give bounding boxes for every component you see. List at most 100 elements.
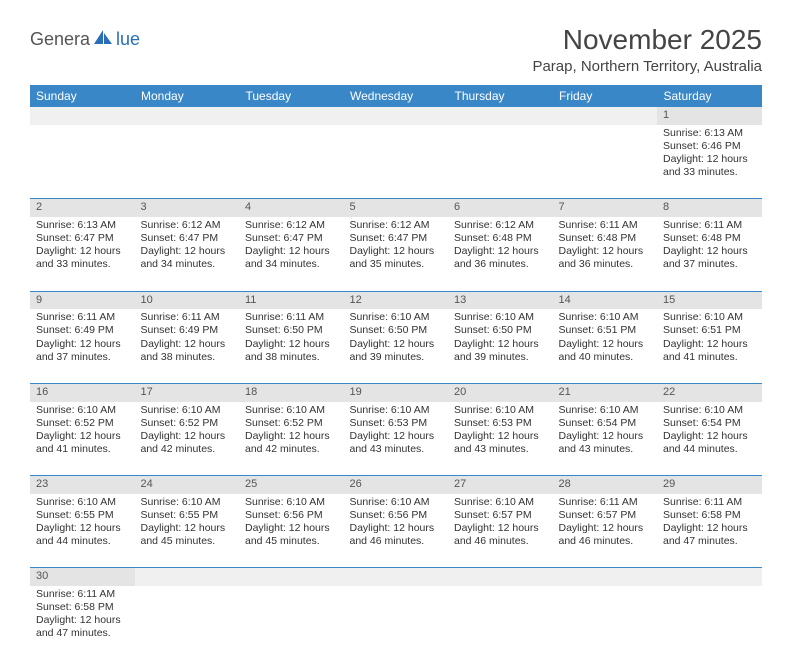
day-number: 16 — [30, 383, 135, 401]
day-info-line: Daylight: 12 hours — [245, 430, 338, 443]
day-info-line: and 41 minutes. — [663, 351, 756, 364]
content-row: Sunrise: 6:13 AMSunset: 6:46 PMDaylight:… — [30, 125, 762, 199]
day-cell — [344, 586, 449, 660]
day-info-line: and 42 minutes. — [141, 443, 234, 456]
day-cell — [344, 125, 449, 199]
day-info-line: Daylight: 12 hours — [454, 522, 547, 535]
daynum-row: 23242526272829 — [30, 476, 762, 494]
day-number: 23 — [30, 476, 135, 494]
day-info-line: Daylight: 12 hours — [663, 430, 756, 443]
day-info-line: Sunset: 6:54 PM — [559, 417, 652, 430]
day-info-line: Sunrise: 6:12 AM — [141, 219, 234, 232]
day-cell: Sunrise: 6:10 AMSunset: 6:51 PMDaylight:… — [657, 309, 762, 383]
day-number: 21 — [553, 383, 658, 401]
day-info-line: Sunrise: 6:11 AM — [36, 588, 129, 601]
logo-text-general: Genera — [30, 29, 90, 50]
weekday-header: Saturday — [657, 85, 762, 107]
day-number: 4 — [239, 199, 344, 217]
day-info-line: Daylight: 12 hours — [350, 245, 443, 258]
day-info-line: Sunset: 6:51 PM — [559, 324, 652, 337]
day-info-line: Sunrise: 6:10 AM — [350, 496, 443, 509]
day-cell: Sunrise: 6:12 AMSunset: 6:47 PMDaylight:… — [135, 217, 240, 291]
day-info-line: Daylight: 12 hours — [36, 522, 129, 535]
content-row: Sunrise: 6:10 AM Sunset: 6:52 PM Daylight:… — [30, 402, 762, 476]
day-cell — [448, 586, 553, 660]
day-info-line: Sunrise: 6:10 AM — [350, 311, 443, 324]
day-number: 20 — [448, 383, 553, 401]
day-info-line: and 41 minutes. — [36, 443, 129, 456]
day-cell: Sunrise: 6:11 AMSunset: 6:57 PMDaylight:… — [553, 494, 658, 568]
day-number: 18 — [239, 383, 344, 401]
title-block: November 2025 Parap, Northern Territory,… — [532, 24, 762, 75]
day-number: 29 — [657, 476, 762, 494]
day-info-line: and 36 minutes. — [559, 258, 652, 271]
daynum-row: 16171819202122 — [30, 383, 762, 401]
day-info-line: and 43 minutes. — [559, 443, 652, 456]
day-info-line: and 46 minutes. — [454, 535, 547, 548]
day-number — [135, 568, 240, 586]
day-info-line: and 33 minutes. — [663, 166, 756, 179]
day-number — [239, 107, 344, 125]
day-cell: Sunrise: 6:10 AMSunset: 6:54 PMDaylight:… — [657, 402, 762, 476]
weekday-header: Wednesday — [344, 85, 449, 107]
day-cell: Sunrise: 6:10 AMSunset: 6:51 PMDaylight:… — [553, 309, 658, 383]
day-info-line: and 44 minutes. — [36, 535, 129, 548]
day-number — [344, 107, 449, 125]
calendar-table: SundayMondayTuesdayWednesdayThursdayFrid… — [30, 85, 762, 660]
day-info-line: Daylight: 12 hours — [454, 245, 547, 258]
day-info-line: Daylight: 12 hours — [141, 522, 234, 535]
day-cell: Sunrise: 6:11 AMSunset: 6:58 PMDaylight:… — [657, 494, 762, 568]
day-number: 26 — [344, 476, 449, 494]
day-info-line: Sunrise: 6:10 AM — [454, 496, 547, 509]
day-info-line: Daylight: 12 hours — [36, 614, 129, 627]
day-cell: Sunrise: 6:13 AMSunset: 6:46 PMDaylight:… — [657, 125, 762, 199]
day-cell — [553, 125, 658, 199]
day-info-line: Sunset: 6:53 PM — [350, 417, 443, 430]
day-info-line: Sunrise: 6:12 AM — [245, 219, 338, 232]
day-info-line: Sunrise: 6:11 AM — [663, 496, 756, 509]
day-cell: Sunrise: 6:12 AMSunset: 6:47 PMDaylight:… — [239, 217, 344, 291]
day-info-line: Sunrise: 6:11 AM — [559, 219, 652, 232]
day-number: 3 — [135, 199, 240, 217]
day-cell: Sunrise: 6:10 AMSunset: 6:56 PMDaylight:… — [344, 494, 449, 568]
day-info-line: Daylight: 12 hours — [559, 430, 652, 443]
day-info-line: Sunset: 6:55 PM — [36, 509, 129, 522]
day-info-line: Sunrise: 6:10 AM — [36, 496, 129, 509]
day-cell — [239, 586, 344, 660]
day-info-line: Daylight: 12 hours — [36, 338, 129, 351]
day-info-line: Daylight: 12 hours — [350, 338, 443, 351]
day-info-line: Daylight: 12 hours — [245, 245, 338, 258]
daynum-row: 30 — [30, 568, 762, 586]
day-info-line: Sunrise: 6:13 AM — [663, 127, 756, 140]
day-number — [553, 568, 658, 586]
daynum-row: 9101112131415 — [30, 291, 762, 309]
day-info-line: Sunrise: 6:11 AM — [245, 311, 338, 324]
day-info-line: Daylight: 12 hours — [663, 338, 756, 351]
day-cell — [657, 586, 762, 660]
day-number: 6 — [448, 199, 553, 217]
day-info-line: and 46 minutes. — [559, 535, 652, 548]
day-cell — [135, 586, 240, 660]
day-number: 17 — [135, 383, 240, 401]
day-info-line: Daylight: 12 hours — [245, 522, 338, 535]
day-number — [657, 568, 762, 586]
day-info-line: Daylight: 12 hours — [559, 338, 652, 351]
daynum-row: 1 — [30, 107, 762, 125]
day-number: 22 — [657, 383, 762, 401]
day-info-line: Daylight: 12 hours — [663, 522, 756, 535]
day-number: 2 — [30, 199, 135, 217]
day-number: 27 — [448, 476, 553, 494]
weekday-header: Monday — [135, 85, 240, 107]
day-info-line: Sunrise: 6:10 AM — [141, 404, 234, 417]
day-info-line: Sunset: 6:53 PM — [454, 417, 547, 430]
weekday-header: Friday — [553, 85, 658, 107]
day-info-line: Sunrise: 6:10 AM — [559, 311, 652, 324]
day-info-line: Daylight: 12 hours — [141, 430, 234, 443]
day-number — [344, 568, 449, 586]
day-cell: Sunrise: 6:10 AMSunset: 6:57 PMDaylight:… — [448, 494, 553, 568]
day-number: 14 — [553, 291, 658, 309]
day-info-line: Sunset: 6:52 PM — [36, 417, 129, 430]
content-row: Sunrise: 6:11 AMSunset: 6:58 PMDaylight:… — [30, 586, 762, 660]
day-cell: Sunrise: 6:11 AMSunset: 6:50 PMDaylight:… — [239, 309, 344, 383]
day-info-line: Sunrise: 6:10 AM — [663, 404, 756, 417]
